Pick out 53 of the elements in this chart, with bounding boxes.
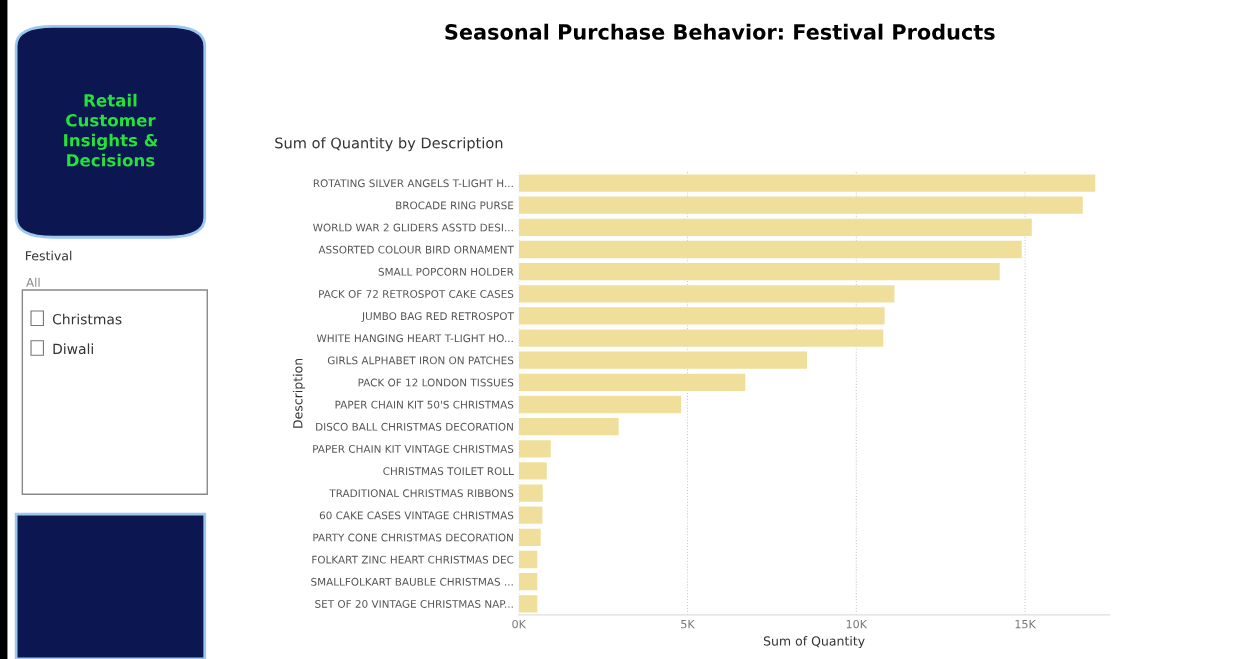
- bar: [518, 528, 541, 546]
- y-tick-label: BROCADE RING PURSE: [396, 201, 514, 210]
- bar: [518, 196, 1083, 214]
- bar: [518, 484, 543, 502]
- bar: [518, 573, 538, 591]
- bar: [518, 263, 1000, 281]
- x-tick-label: 5K: [681, 620, 695, 629]
- y-tick-label: SET OF 20 VINTAGE CHRISTMAS NAP...: [315, 600, 513, 608]
- bar: [518, 240, 1022, 259]
- bar: [518, 351, 808, 369]
- x-tick-label: 15K: [1015, 620, 1037, 629]
- y-tick-label: PACK OF 12 LONDON TISSUES: [358, 378, 514, 387]
- bar: [518, 462, 547, 480]
- y-tick-label: TRADITIONAL CHRISTMAS RIBBONS: [329, 489, 514, 498]
- y-tick-label: SMALL POPCORN HOLDER: [378, 267, 514, 276]
- y-tick-label: GIRLS ALPHABET IRON ON PATCHES: [327, 356, 514, 365]
- bar: [518, 307, 885, 325]
- text: Christmas: [52, 313, 122, 325]
- text: Retail Customer Insights & Decisions: [64, 93, 158, 167]
- chart-title: Seasonal Purchase Behavior: Festival Products: [445, 23, 995, 40]
- y-axis-title: Description: [292, 358, 305, 428]
- bar: [518, 373, 746, 391]
- bar: [518, 418, 619, 436]
- bar: [518, 285, 895, 303]
- y-tick-label: PAPER CHAIN KIT VINTAGE CHRISTMAS: [313, 445, 514, 453]
- y-tick-label: JUMBO BAG RED RETROSPOT: [361, 312, 514, 322]
- x-tick-label: 10K: [846, 619, 868, 629]
- y-tick-label: PARTY CONE CHRISTMAS DECORATION: [313, 533, 513, 542]
- y-tick-label: DISCO BALL CHRISTMAS DECORATION: [316, 422, 513, 431]
- y-tick-label: 60 CAKE CASES VINTAGE CHRISTMAS: [319, 511, 514, 520]
- text: Diwali: [53, 343, 93, 355]
- bar: [518, 174, 1096, 192]
- bar: [518, 218, 1032, 236]
- y-tick-label: WHITE HANGING HEART T-LIGHT HO...: [316, 334, 513, 343]
- x-tick-label: 0K: [512, 619, 527, 629]
- y-tick-label: ASSORTED COLOUR BIRD ORNAMENT: [318, 245, 514, 254]
- x-axis-title: Sum of Quantity: [763, 636, 865, 649]
- y-tick-label: FOLKART ZINC HEART CHRISTMAS DEC: [312, 555, 514, 564]
- y-tick-label: PACK OF 72 RETROSPOT CAKE CASES: [319, 290, 514, 298]
- bar: [518, 595, 538, 613]
- text: Sum of Quantity by Description: [275, 137, 503, 152]
- bar: [518, 440, 551, 458]
- y-tick-label: PAPER CHAIN KIT 50'S CHRISTMAS: [335, 400, 514, 409]
- y-tick-label: ROTATING SILVER ANGELS T-LIGHT H...: [313, 179, 513, 188]
- bar: [518, 329, 884, 347]
- bar: [518, 395, 682, 414]
- text: All: [26, 277, 40, 287]
- bar: [518, 506, 543, 524]
- y-tick-label: WORLD WAR 2 GLIDERS ASSTD DESI...: [313, 223, 513, 232]
- y-tick-label: CHRISTMAS TOILET ROLL: [383, 467, 514, 476]
- bar: [518, 550, 538, 569]
- text: Festival: [26, 250, 72, 261]
- y-tick-label: SMALLFOLKART BAUBLE CHRISTMAS ...: [311, 577, 513, 586]
